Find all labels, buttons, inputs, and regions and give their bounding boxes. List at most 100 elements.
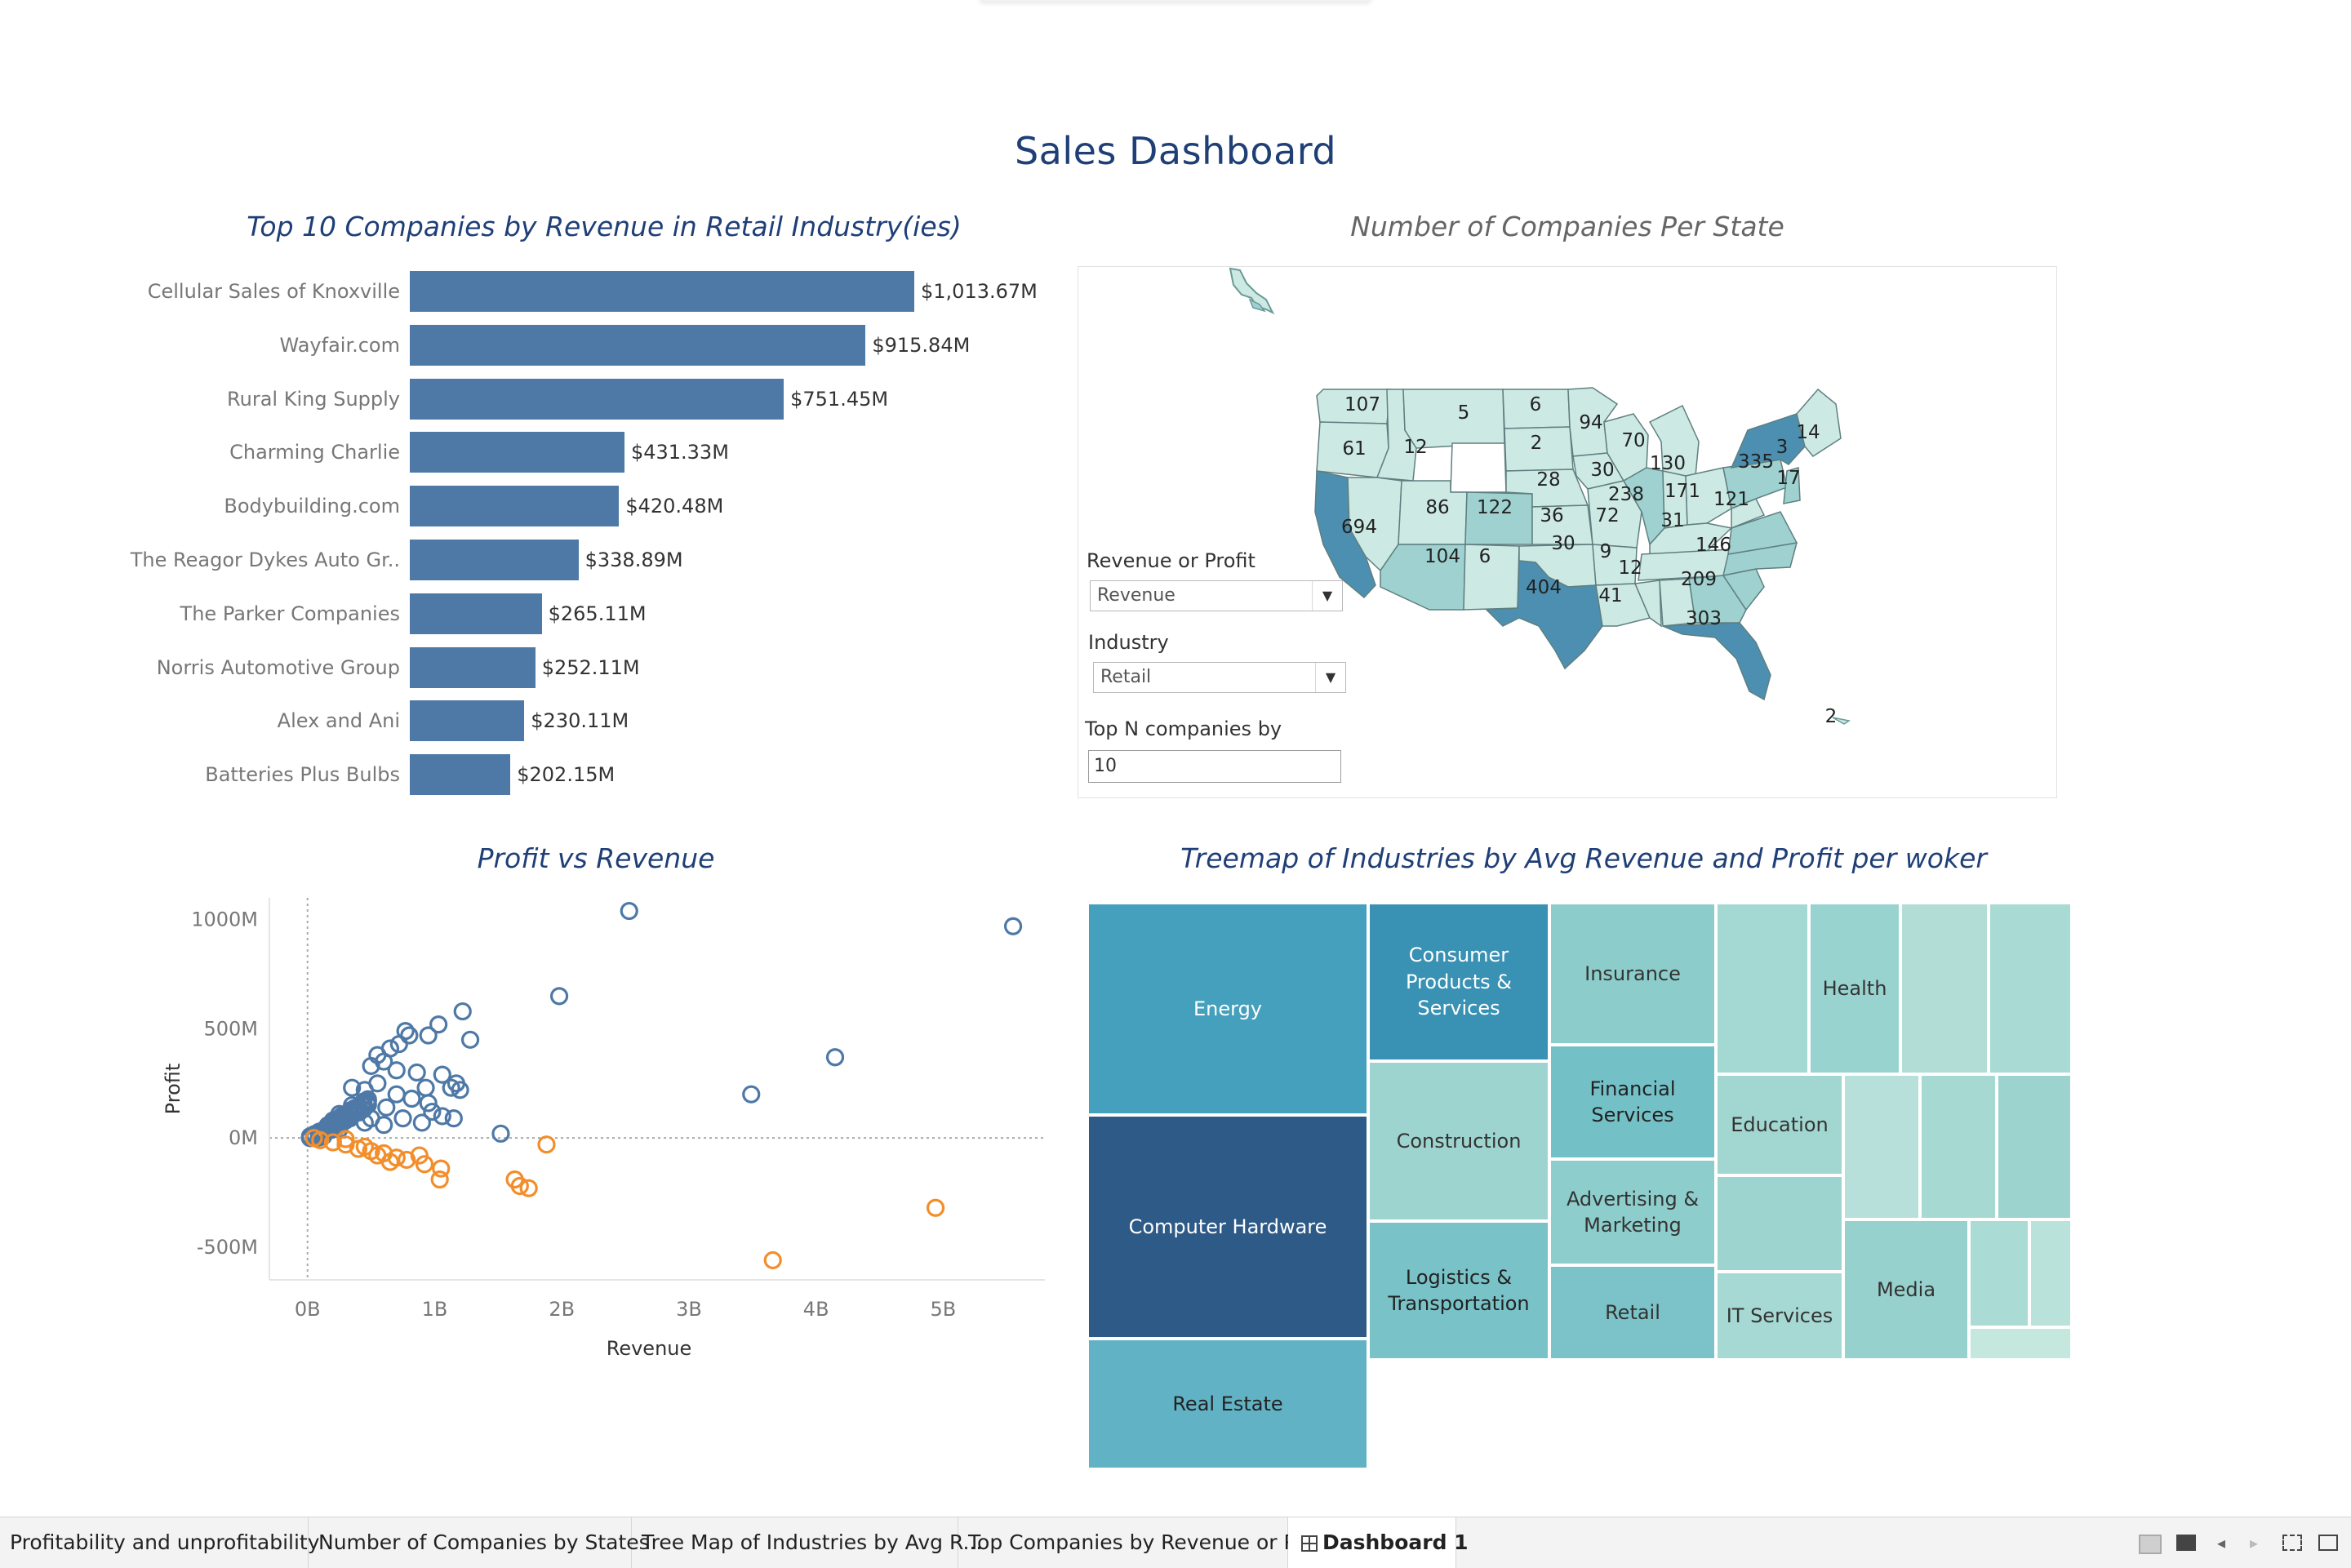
treemap-cell-energy[interactable]: Energy xyxy=(1087,903,1368,1115)
next-sheet-icon[interactable]: ▸ xyxy=(2250,1533,2259,1552)
bar-mark[interactable] xyxy=(410,646,536,688)
scatter-point xyxy=(343,1078,362,1097)
scatter-point xyxy=(393,1109,412,1128)
treemap-cell-unlabeled-4[interactable] xyxy=(1716,1175,1843,1272)
state-count-label: 2 xyxy=(1531,433,1543,454)
tab-profitability[interactable]: Profitability and unprofitability xyxy=(0,1517,320,1568)
scatter-point xyxy=(549,987,569,1006)
bar-mark[interactable] xyxy=(410,754,511,796)
scatter-plot[interactable]: 0B 1B 2B 3B 4B 5B 1000M 500M 0M -500M Revenue Profi… xyxy=(147,890,1061,1363)
bar-mark[interactable] xyxy=(410,324,866,366)
x-axis-title: Revenue xyxy=(607,1337,692,1360)
scatter-point xyxy=(453,1002,472,1021)
bar-mark[interactable] xyxy=(410,378,784,420)
state-count-label: 3 xyxy=(1776,437,1789,458)
tab-dashboard-1[interactable]: Dashboard 1 xyxy=(1288,1517,1469,1568)
scatter-point xyxy=(387,1061,406,1080)
top-n-input[interactable]: 10 xyxy=(1088,750,1341,783)
scatter-point xyxy=(423,1102,442,1122)
industry-dropdown[interactable]: Retail ▼ xyxy=(1093,662,1346,693)
state-count-label: 5 xyxy=(1458,402,1470,424)
treemap-cell-unlabeled-8[interactable] xyxy=(1969,1219,2029,1327)
scatter-point xyxy=(368,1146,387,1165)
treemap[interactable]: Energy Computer Hardware Real Estate Con… xyxy=(1087,903,2072,1469)
treemap-cell-financial-services[interactable]: Financial Services xyxy=(1549,1045,1716,1159)
treemap-cell-unlabeled-5[interactable] xyxy=(1843,1074,1920,1219)
treemap-cell-unlabeled-7[interactable] xyxy=(1997,1074,2072,1219)
chevron-down-icon[interactable]: ▼ xyxy=(1312,581,1342,611)
scatter-point xyxy=(412,1113,431,1132)
treemap-cell-unlabeled-1[interactable] xyxy=(1716,903,1809,1074)
bar-mark[interactable] xyxy=(410,432,624,473)
y-tick-label: 500M xyxy=(203,1017,258,1040)
bar-mark[interactable] xyxy=(410,700,525,742)
treemap-cell-unlabeled-2[interactable] xyxy=(1900,903,1989,1074)
y-tick-label: -500M xyxy=(197,1236,258,1259)
treemap-cell-health[interactable]: Health xyxy=(1809,903,1900,1074)
bar-value-label: $420.48M xyxy=(625,495,724,518)
bar-value-label: $202.15M xyxy=(517,763,616,787)
scatter-point xyxy=(415,1155,434,1174)
treemap-cell-real-estate[interactable]: Real Estate xyxy=(1087,1339,1368,1469)
tab-tree-map[interactable]: Tree Map of Industries by Avg R... xyxy=(632,1517,982,1568)
scatter-point xyxy=(1003,917,1023,935)
treemap-cell-unlabeled-3[interactable] xyxy=(1989,903,2072,1074)
scatter-point xyxy=(430,1170,449,1189)
treemap-title: Treemap of Industries by Avg Revenue and… xyxy=(1180,842,1987,874)
industry-label: Industry xyxy=(1088,631,1169,654)
scatter-point xyxy=(742,1085,761,1104)
state-count-label: 107 xyxy=(1344,394,1380,415)
bar-category-label: Alex and Ani xyxy=(277,709,400,733)
show-filmstrip-icon[interactable] xyxy=(2139,1535,2162,1554)
revenue-or-profit-value: Revenue xyxy=(1097,585,1176,606)
scatter-point xyxy=(407,1063,426,1082)
treemap-cell-unlabeled-6[interactable] xyxy=(1920,1074,1997,1219)
industry-value: Retail xyxy=(1100,667,1152,687)
state-count-label: 9 xyxy=(1600,541,1612,562)
scatter-point xyxy=(377,1098,396,1117)
bar-mark[interactable] xyxy=(410,593,542,634)
bar-mark[interactable] xyxy=(410,486,620,527)
treemap-cell-consumer-products[interactable]: Consumer Products & Services xyxy=(1368,903,1549,1061)
treemap-cell-advertising[interactable]: Advertising & Marketing xyxy=(1549,1159,1716,1265)
scatter-point xyxy=(358,1090,377,1108)
bar-category-label: The Parker Companies xyxy=(180,602,400,625)
bar-value-label: $915.84M xyxy=(872,333,971,357)
chevron-down-icon[interactable]: ▼ xyxy=(1315,663,1345,692)
treemap-cell-unlabeled-9[interactable] xyxy=(2029,1219,2072,1327)
bar-mark[interactable] xyxy=(410,540,579,580)
treemap-cell-unlabeled-10[interactable] xyxy=(1969,1327,2072,1360)
treemap-cell-computer-hardware[interactable]: Computer Hardware xyxy=(1087,1115,1368,1339)
scatter-point xyxy=(355,1137,374,1156)
scatter-point xyxy=(400,1026,419,1045)
treemap-cell-insurance[interactable]: Insurance xyxy=(1549,903,1716,1045)
bar-value-label: $1,013.67M xyxy=(921,280,1038,303)
state-count-label: 209 xyxy=(1681,569,1717,590)
treemap-cell-retail[interactable]: Retail xyxy=(1549,1265,1716,1360)
treemap-cell-education[interactable]: Education xyxy=(1716,1074,1843,1175)
bar-value-label: $751.45M xyxy=(790,387,889,411)
scatter-point xyxy=(491,1124,510,1143)
state-count-label: 122 xyxy=(1477,497,1513,518)
scatter-point xyxy=(410,1146,429,1165)
fullscreen-icon[interactable] xyxy=(2282,1535,2302,1551)
presentation-mode-icon[interactable] xyxy=(2318,1535,2338,1551)
previous-sheet-icon[interactable]: ◂ xyxy=(2217,1533,2226,1552)
revenue-or-profit-dropdown[interactable]: Revenue ▼ xyxy=(1090,580,1343,611)
bar-value-label: $252.11M xyxy=(541,655,640,679)
tab-companies-by-states[interactable]: Number of Companies by States xyxy=(309,1517,650,1568)
map-title: Number of Companies Per State xyxy=(1350,211,1784,242)
treemap-cell-media[interactable]: Media xyxy=(1843,1219,1969,1360)
bar-mark[interactable] xyxy=(410,271,914,312)
treemap-cell-it-services[interactable]: IT Services xyxy=(1716,1272,1843,1360)
treemap-cell-construction[interactable]: Construction xyxy=(1368,1061,1549,1221)
show-tabs-icon[interactable] xyxy=(2176,1535,2196,1551)
bar-category-label: The Reagor Dykes Auto Gr.. xyxy=(130,549,400,571)
top-n-label: Top N companies by xyxy=(1085,717,1282,740)
tab-top-companies[interactable]: Top Companies by Revenue or P... xyxy=(958,1517,1313,1568)
state-count-label: 14 xyxy=(1796,422,1820,443)
treemap-cell-logistics[interactable]: Logistics & Transportation xyxy=(1368,1221,1549,1360)
y-tick-label: 1000M xyxy=(191,908,258,931)
scatter-title: Profit vs Revenue xyxy=(477,842,715,874)
